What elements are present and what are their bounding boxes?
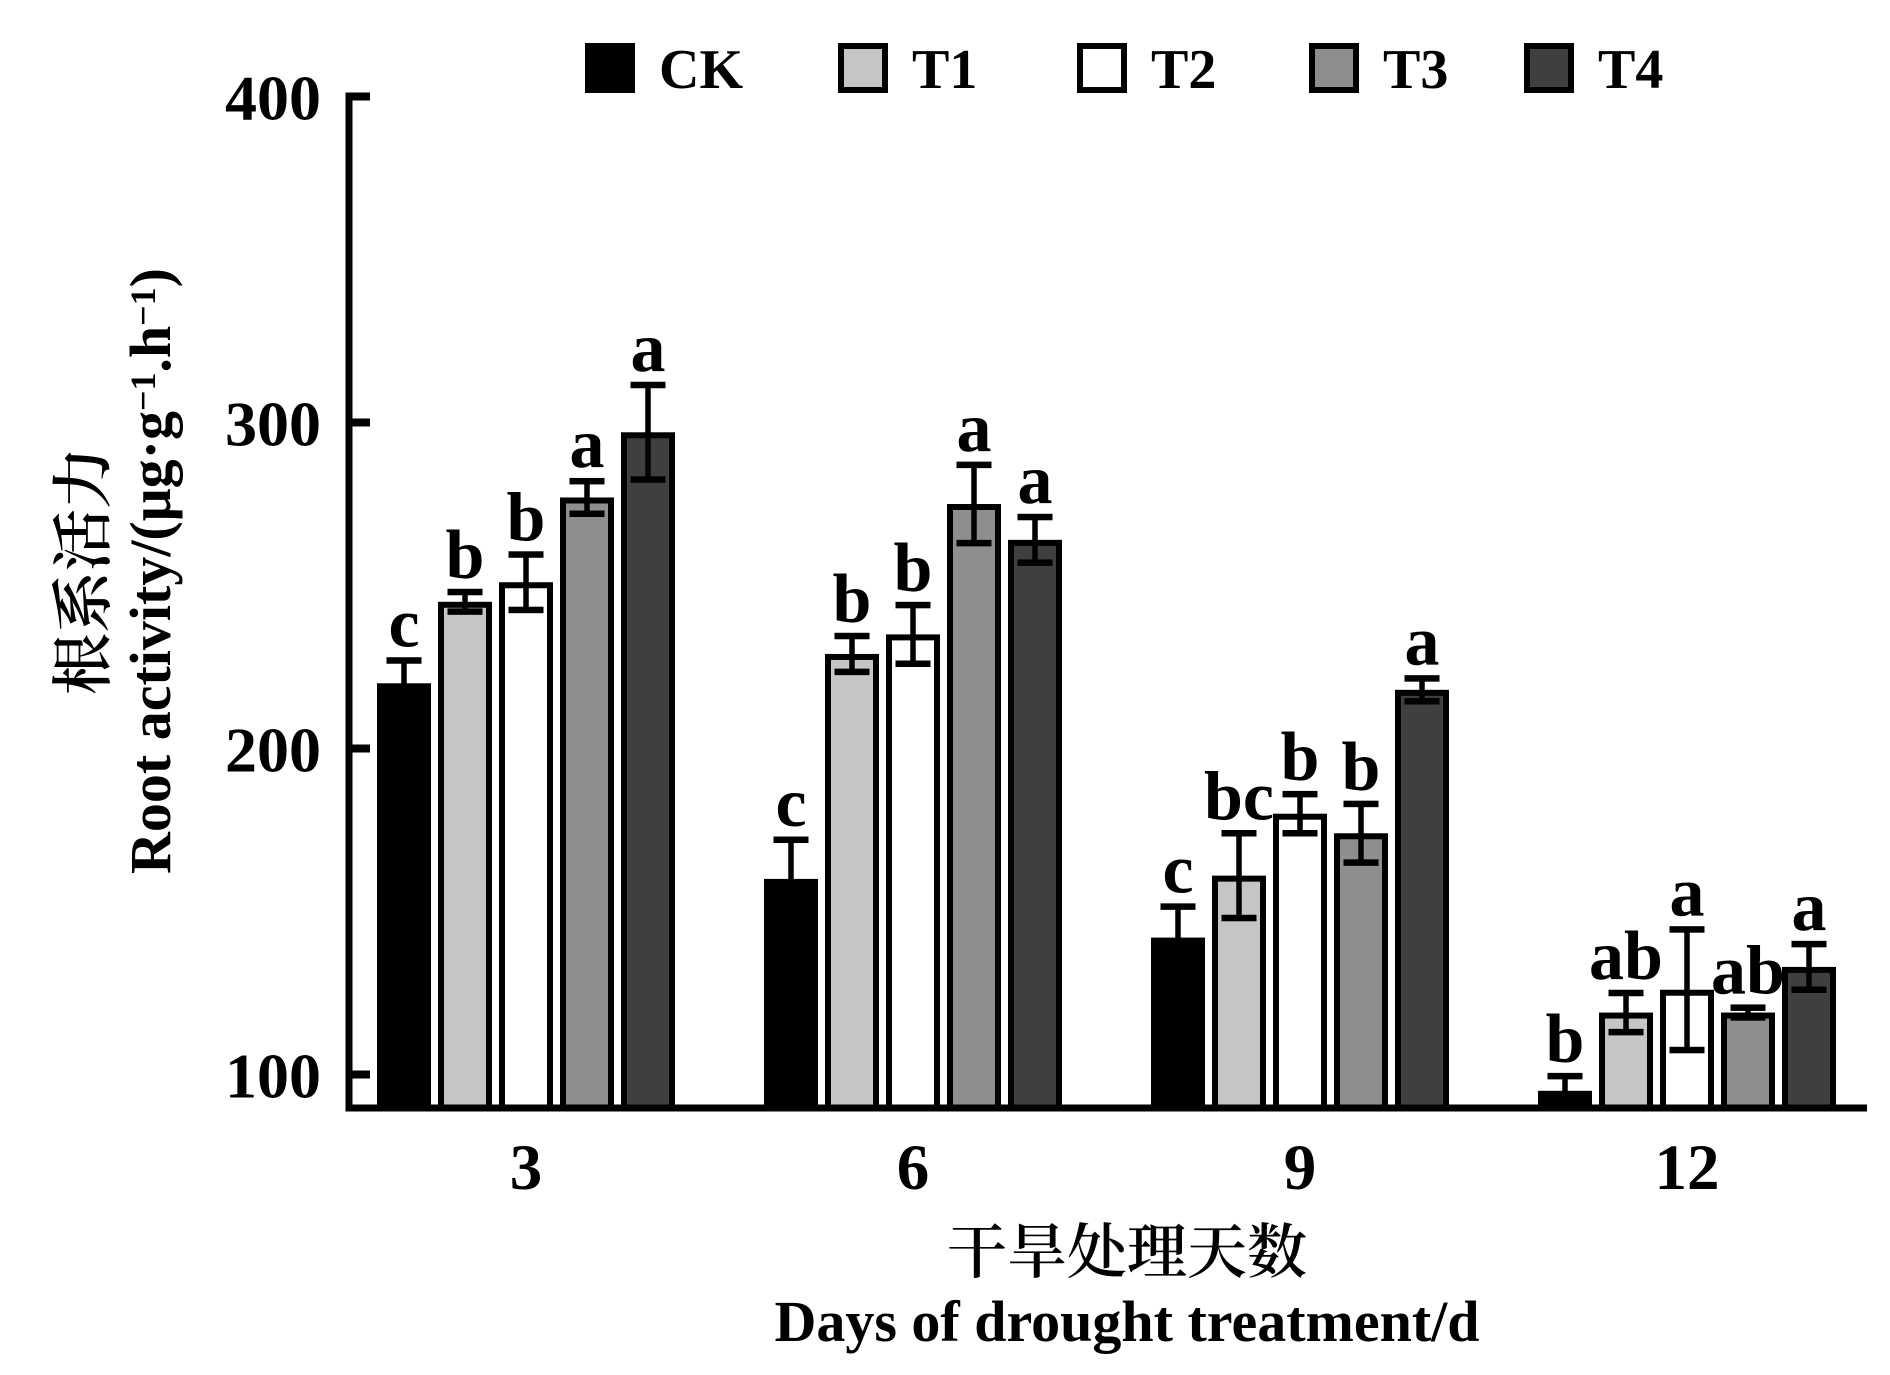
bar-T4-day3 <box>621 432 675 1111</box>
errorbar-CK-day6 <box>773 836 809 922</box>
sig-letter-T4-day6: a <box>1018 442 1053 519</box>
cjk-char <box>1128 1223 1187 1276</box>
legend-item-T4: T4 <box>1524 39 1663 101</box>
bar-T2-day3 <box>499 582 553 1111</box>
sig-letter-T1-day12: ab <box>1589 918 1663 995</box>
y-tick-label-200: 200 <box>225 715 321 786</box>
x-tick-label-12: 12 <box>1655 1132 1720 1204</box>
errorbar-T4-day3 <box>630 381 666 483</box>
cjk-char <box>52 510 110 570</box>
bar-T1-day3 <box>438 601 492 1111</box>
cjk-char <box>1188 1223 1246 1278</box>
sig-letter-T1-day3: b <box>446 517 485 594</box>
y-axis-label-en: Root activity/(μg·g−1.h−1) <box>118 268 183 874</box>
legend-label-T2: T2 <box>1151 39 1216 101</box>
sig-letter-T1-day6: b <box>833 561 872 638</box>
y-axis-label-zh <box>51 452 111 694</box>
errorbar-T4-day6 <box>1017 513 1053 566</box>
sig-letter-T3-day3: a <box>570 406 605 483</box>
legend-swatch-T4 <box>1524 43 1574 93</box>
cjk-char <box>52 452 110 507</box>
errorbar-T3-day9 <box>1343 800 1379 866</box>
errorbar-T3-day3 <box>569 477 605 518</box>
legend-label-CK: CK <box>659 39 743 101</box>
bar-T3-day3 <box>560 497 614 1112</box>
cjk-char <box>1248 1222 1306 1278</box>
errorbar-T1-day9 <box>1221 830 1257 922</box>
sig-letter-T4-day9: a <box>1405 603 1440 680</box>
bar-T4-day9 <box>1395 689 1449 1111</box>
bar-T2-day9 <box>1273 813 1327 1111</box>
sig-letter-T1-day9: bc <box>1204 758 1274 835</box>
errorbar-T4-day12 <box>1791 940 1827 993</box>
errorbar-T1-day6 <box>834 632 870 676</box>
errorbar-T4-day9 <box>1404 675 1440 705</box>
y-tick-400 <box>345 92 370 101</box>
bar-T2-day6 <box>886 634 940 1112</box>
legend-label-T1: T1 <box>912 39 977 101</box>
x-tick-label-3: 3 <box>510 1132 543 1204</box>
bar-T1-day6 <box>825 653 879 1112</box>
errorbar-T1-day12 <box>1608 989 1644 1036</box>
legend-swatch-T1 <box>838 43 888 93</box>
bar-T3-day12 <box>1721 1012 1775 1111</box>
sig-letter-CK-day9: c <box>1162 832 1193 909</box>
legend-item-T3: T3 <box>1309 39 1448 101</box>
bar-T3-day9 <box>1334 833 1388 1111</box>
x-axis-label-zh <box>949 1222 1306 1279</box>
sig-letter-T3-day6: a <box>957 390 992 467</box>
sig-letter-T3-day12: ab <box>1711 933 1785 1010</box>
sig-letter-CK-day3: c <box>388 585 419 662</box>
bar-T3-day6 <box>947 504 1001 1111</box>
errorbar-CK-day3 <box>386 657 422 710</box>
y-tick-label-400: 400 <box>225 63 321 134</box>
sig-letter-T2-day3: b <box>507 480 546 557</box>
errorbar-T3-day6 <box>956 461 992 547</box>
y-tick-100 <box>345 1070 370 1079</box>
x-axis-label-en: Days of drought treatment/d <box>774 1289 1479 1354</box>
sig-letter-T2-day9: b <box>1281 719 1320 796</box>
errorbar-T3-day12 <box>1730 1004 1766 1021</box>
bar-CK-day3 <box>377 683 431 1111</box>
sig-letter-T2-day12: a <box>1670 854 1705 931</box>
cjk-char <box>51 634 110 694</box>
cjk-char <box>949 1223 1006 1279</box>
sig-letter-T2-day6: b <box>894 530 933 607</box>
errorbar-CK-day9 <box>1160 903 1196 972</box>
sig-letter-CK-day12: b <box>1546 1001 1585 1078</box>
sig-letter-T4-day3: a <box>631 310 666 387</box>
cjk-char <box>1009 1222 1065 1278</box>
legend-item-T1: T1 <box>838 39 977 101</box>
sig-letter-T3-day9: b <box>1342 729 1381 806</box>
cjk-char <box>51 576 111 631</box>
y-tick-200 <box>345 744 370 753</box>
x-tick-label-9: 9 <box>1284 1132 1317 1204</box>
legend-item-CK: CK <box>585 39 743 101</box>
errorbar-T2-day12 <box>1669 926 1705 1054</box>
y-tick-label-100: 100 <box>225 1041 321 1112</box>
cjk-char <box>1068 1222 1126 1279</box>
legend-swatch-T2 <box>1077 43 1127 93</box>
errorbar-T2-day9 <box>1282 790 1318 837</box>
x-tick-label-6: 6 <box>897 1132 930 1204</box>
errorbar-T2-day6 <box>895 601 931 667</box>
legend-label-T4: T4 <box>1598 39 1663 101</box>
sig-letter-T4-day12: a <box>1792 869 1827 946</box>
y-axis-line <box>345 92 353 1112</box>
x-axis-line <box>345 1104 1867 1112</box>
legend-item-T2: T2 <box>1077 39 1216 101</box>
legend-swatch-T3 <box>1309 43 1359 93</box>
y-tick-300 <box>345 418 370 427</box>
legend-swatch-CK <box>585 43 635 93</box>
sig-letter-CK-day6: c <box>775 765 806 842</box>
errorbar-T2-day3 <box>508 551 544 614</box>
y-tick-label-300: 300 <box>225 389 321 460</box>
legend-label-T3: T3 <box>1383 39 1448 101</box>
errorbar-T1-day3 <box>447 588 483 615</box>
bar-T4-day6 <box>1008 539 1062 1111</box>
